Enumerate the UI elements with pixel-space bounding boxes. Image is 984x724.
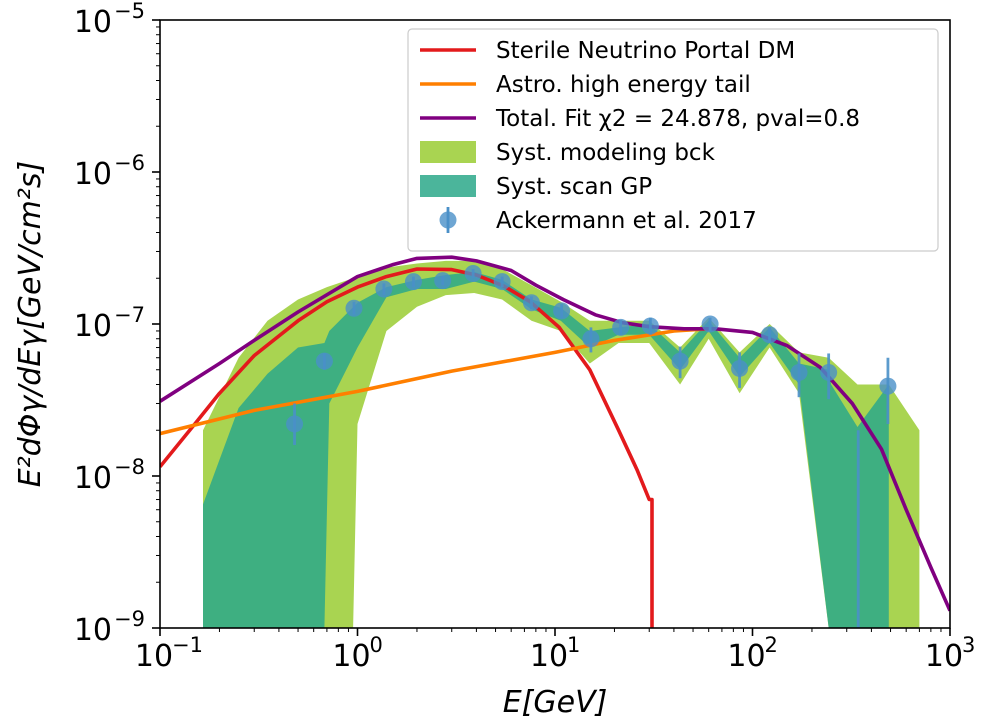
y-tick-label: 10 [74, 613, 112, 648]
legend: Sterile Neutrino Portal DM Astro. high en… [407, 28, 939, 252]
data-point [671, 352, 689, 370]
x-tick-exponent: −1 [172, 633, 203, 657]
x-tick-label: 10 [727, 639, 765, 674]
data-point [464, 264, 482, 282]
data-point [731, 359, 749, 377]
legend-box [407, 28, 939, 252]
data-point [701, 315, 719, 333]
legend-label: Astro. high energy tail [496, 72, 751, 98]
y-tick-label: 10 [74, 461, 112, 496]
data-point [761, 326, 779, 344]
y-tick-label: 10 [74, 157, 112, 192]
plot-area [159, 19, 951, 629]
line-total-fit [160, 255, 950, 612]
x-tick-label: 10 [135, 639, 173, 674]
data-point [553, 302, 571, 320]
y-tick-exponent: −6 [114, 151, 145, 175]
data-point [315, 352, 333, 370]
legend-swatch-marker [439, 211, 457, 229]
x-axis: 10−1 100 101 102 103 [135, 628, 975, 674]
data-point [820, 363, 838, 381]
legend-label: Sterile Neutrino Portal DM [496, 38, 795, 64]
line-sterile-neutrino-dm [160, 267, 654, 628]
points-layer [286, 264, 897, 628]
y-tick-label: 10 [74, 309, 112, 344]
data-point [434, 272, 452, 290]
band-scan-gp [203, 272, 889, 628]
legend-label: Syst. modeling bck [496, 140, 716, 166]
data-point [345, 299, 363, 317]
data-point [641, 317, 659, 335]
legend-label: Syst. scan GP [496, 174, 652, 200]
y-tick-exponent: −5 [114, 0, 145, 23]
line-astro-tail [160, 327, 709, 436]
data-point [522, 294, 540, 312]
x-tick-label: 10 [530, 639, 568, 674]
x-axis-label: E[GeV] [503, 685, 608, 720]
data-point [879, 377, 897, 395]
x-tick-exponent: 3 [962, 633, 975, 657]
legend-swatch-patch [420, 175, 476, 197]
y-tick-exponent: −7 [114, 303, 145, 327]
lines-layer [160, 255, 950, 628]
data-point [582, 330, 600, 348]
x-tick-exponent: 2 [765, 633, 778, 657]
data-point [286, 415, 304, 433]
y-axis-label: E²dΦγ/dEγ[GeV/cm²s] [13, 161, 48, 487]
legend-label: Ackermann et al. 2017 [496, 208, 757, 234]
y-tick-exponent: −8 [114, 455, 145, 479]
y-tick-exponent: −9 [114, 607, 145, 631]
y-axis: 10−910−810−710−610−5 [74, 0, 160, 648]
data-point [493, 273, 511, 291]
data-point [404, 273, 422, 291]
legend-swatch-patch [420, 141, 476, 163]
data-point [612, 318, 630, 336]
data-point [375, 280, 393, 298]
y-tick-label: 10 [74, 5, 112, 40]
x-tick-exponent: 1 [567, 633, 580, 657]
x-tick-label: 10 [332, 639, 370, 674]
legend-label: Total. Fit χ2 = 24.878, pval=0.8 [495, 106, 860, 132]
data-point [790, 363, 808, 381]
x-tick-label: 10 [925, 639, 963, 674]
x-tick-exponent: 0 [370, 633, 383, 657]
